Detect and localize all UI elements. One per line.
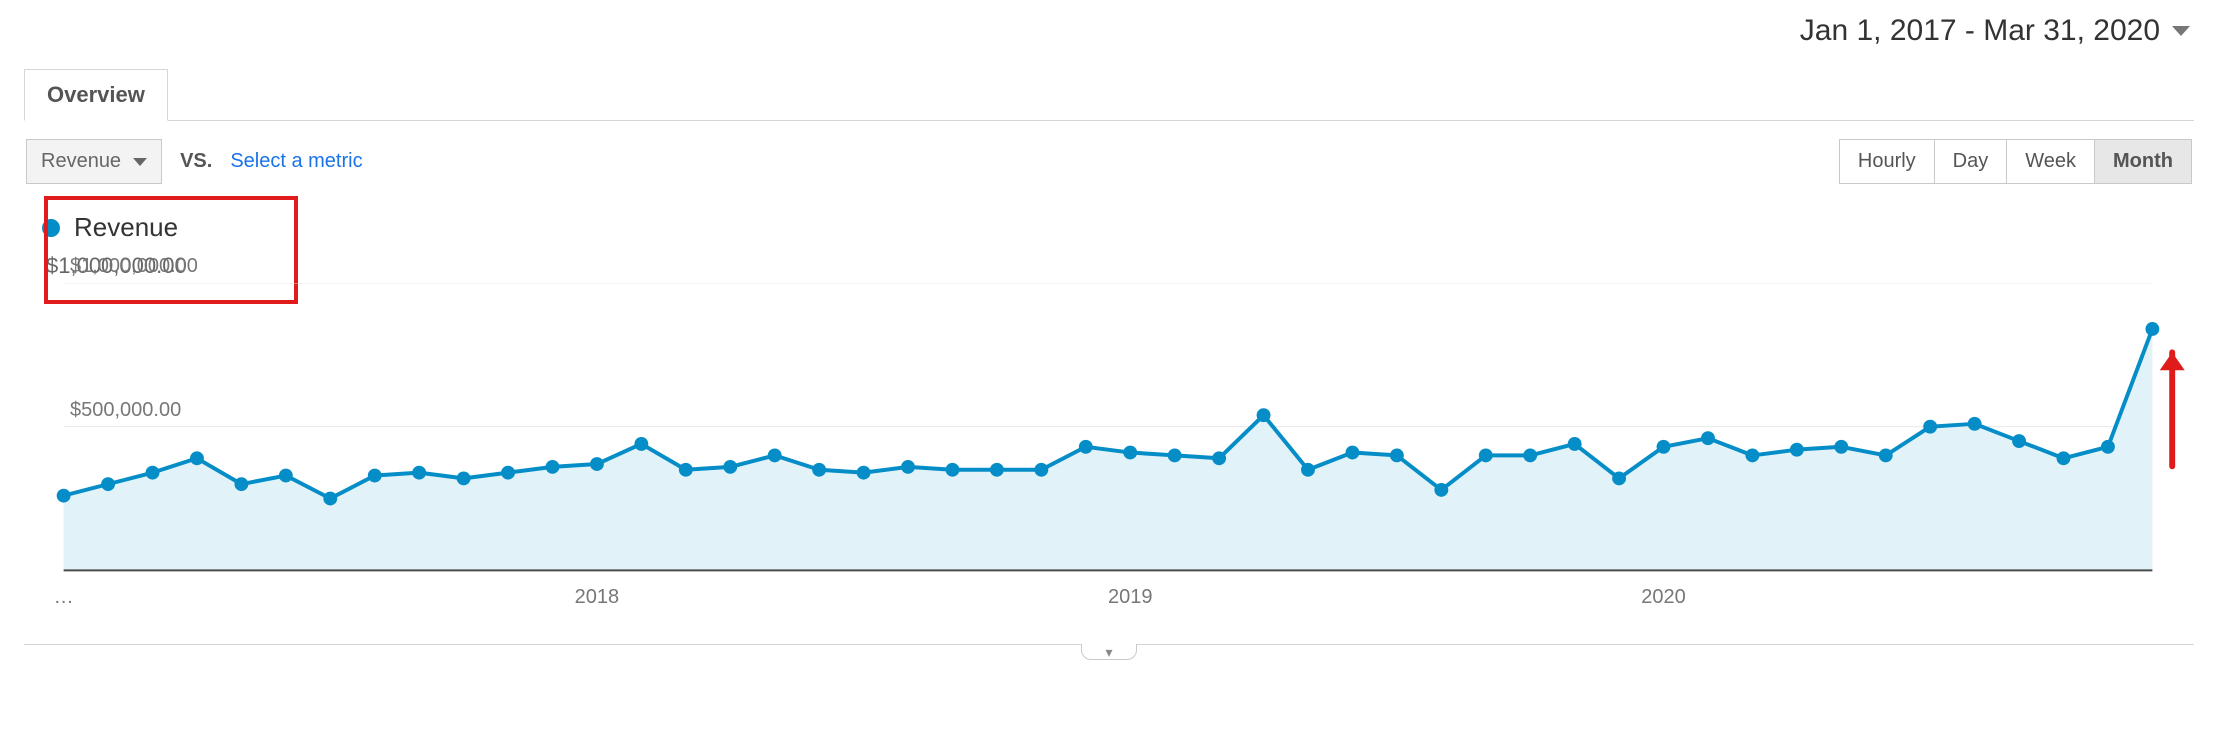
revenue-chart: $500,000.00$1,000,000.00 bbox=[24, 283, 2194, 580]
panel-resize-handle[interactable]: ▾ bbox=[1081, 644, 1137, 660]
chart-legend: Revenue $1,000,000.00 bbox=[24, 196, 2194, 283]
x-tick-label: 2018 bbox=[575, 586, 620, 609]
tab-strip: Overview bbox=[24, 68, 2194, 121]
legend-series-name: Revenue bbox=[74, 212, 178, 243]
chart-x-axis-labels: … 2018 2019 2020 bbox=[24, 580, 2194, 610]
date-range-label: Jan 1, 2017 - Mar 31, 2020 bbox=[1800, 14, 2160, 48]
vs-label: VS. bbox=[180, 150, 212, 173]
primary-metric-select[interactable]: Revenue bbox=[26, 139, 162, 184]
granularity-toggle: HourlyDayWeekMonth bbox=[1839, 139, 2192, 184]
granularity-hourly[interactable]: Hourly bbox=[1840, 140, 1934, 183]
x-tick-label: 2019 bbox=[1108, 586, 1153, 609]
granularity-day[interactable]: Day bbox=[1934, 140, 2007, 183]
caret-down-icon bbox=[2172, 26, 2190, 36]
granularity-week[interactable]: Week bbox=[2006, 140, 2094, 183]
x-tick-label: … bbox=[54, 586, 74, 609]
x-tick-label: 2020 bbox=[1641, 586, 1686, 609]
caret-down-icon bbox=[133, 158, 147, 166]
tab-overview[interactable]: Overview bbox=[24, 69, 168, 121]
legend-dot-icon bbox=[42, 219, 60, 237]
primary-metric-label: Revenue bbox=[41, 150, 121, 173]
granularity-month[interactable]: Month bbox=[2094, 140, 2191, 183]
grabber-icon: ▾ bbox=[1105, 645, 1112, 659]
date-range-picker[interactable]: Jan 1, 2017 - Mar 31, 2020 bbox=[1800, 14, 2190, 48]
select-compare-metric-link[interactable]: Select a metric bbox=[230, 150, 362, 173]
tab-overview-label: Overview bbox=[47, 82, 145, 107]
y-tick-label: $500,000.00 bbox=[70, 399, 181, 422]
chart-svg bbox=[24, 283, 2194, 580]
y-tick-label: $1,000,000.00 bbox=[70, 255, 198, 278]
